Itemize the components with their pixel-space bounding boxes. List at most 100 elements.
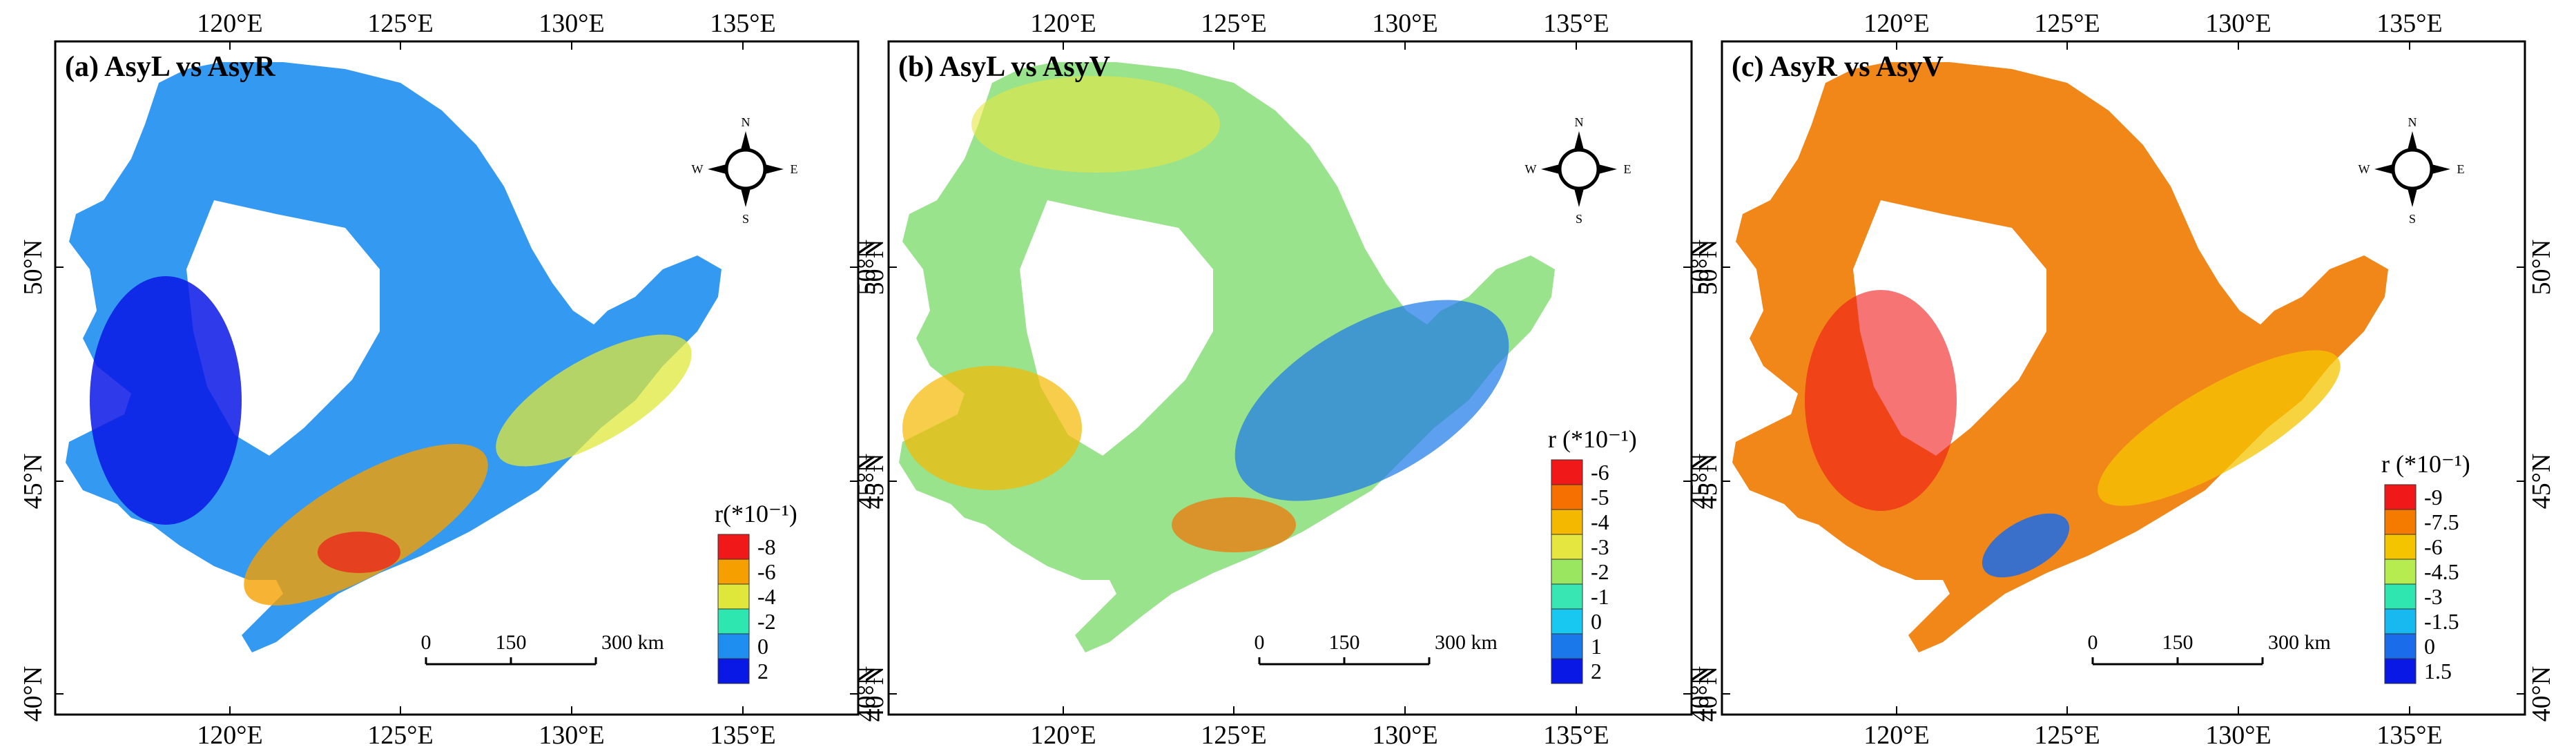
legend-value: 1.5: [2424, 659, 2452, 684]
weak-negative-area: [2098, 350, 2341, 506]
legend-swatch: [2384, 658, 2417, 684]
map-content: [1732, 62, 2388, 652]
lat-label-left: 45°N: [852, 454, 881, 510]
scale-bar-label: 0: [1255, 631, 1265, 654]
strong-negative-area: [1172, 497, 1296, 552]
legend-value: -7.5: [2424, 510, 2459, 534]
scale-bar-label: 150: [1329, 631, 1360, 654]
scale-bar-label: 0: [421, 631, 432, 654]
compass-west-arrow: [708, 164, 726, 174]
legend-swatch: [2384, 534, 2417, 560]
lat-label-left: 40°N: [852, 666, 881, 722]
legend-swatch: [2384, 484, 2417, 510]
legend-swatch: [2384, 583, 2417, 610]
legend-value: -2: [757, 609, 776, 634]
compass-ring: [2391, 148, 2434, 191]
legend-title: r (*10⁻¹): [2381, 450, 2470, 478]
legend-value: -3: [1591, 534, 1609, 559]
legend-swatch: [2384, 633, 2417, 659]
legend: r (*10⁻¹) -9-7.5-6-4.5-3-1.501.5: [2381, 450, 2470, 684]
lon-label-top: 125°E: [367, 9, 433, 38]
lat-label-right: 50°N: [2527, 240, 2556, 295]
weak-negative-area: [496, 334, 692, 467]
lon-label-top: 135°E: [1543, 9, 1609, 38]
compass-icon: N S W E: [692, 115, 798, 226]
compass-label-n: N: [2408, 115, 2417, 129]
compass-ring: [1558, 148, 1600, 191]
legend-title: r (*10⁻¹): [1548, 425, 1637, 453]
legend-value: -6: [1591, 460, 1609, 485]
scale-bar-label: 150: [2162, 631, 2194, 654]
lon-label-bottom: 120°E: [197, 721, 262, 750]
lat-label-right: 50°N: [1694, 240, 1723, 295]
strong-negative-area: [318, 532, 400, 573]
legend-swatch: [2384, 559, 2417, 585]
legend-value: -5: [1591, 485, 1609, 510]
compass-south-arrow: [741, 188, 750, 207]
lat-label-left: 50°N: [19, 240, 48, 295]
legend-swatch: [1551, 608, 1583, 634]
legend-value: -4.5: [2424, 559, 2459, 584]
legend-value: -2: [1591, 559, 1609, 584]
lon-label-bottom: 120°E: [1030, 721, 1096, 750]
lat-label-right: 50°N: [860, 240, 889, 295]
lat-label-left: 50°N: [1685, 240, 1714, 295]
map-panel-2: (b) AsyL vs AsyV 120°E 120°E 125°E 125°E 130°…: [852, 9, 1723, 750]
compass-west-arrow: [1541, 164, 1560, 174]
legend-swatch: [717, 658, 750, 684]
legend-value: -9: [2424, 485, 2443, 510]
compass-south-arrow: [2408, 188, 2417, 207]
negative-area: [244, 444, 488, 605]
legend-swatch: [717, 534, 750, 560]
lon-label-top: 120°E: [197, 9, 262, 38]
scale-bar: 0 150 300 km: [1255, 631, 1498, 666]
strong-positive-area: [90, 276, 242, 525]
lat-label-right: 45°N: [2527, 454, 2556, 510]
scale-bar-label: 150: [496, 631, 527, 654]
legend-swatch: [1551, 534, 1583, 560]
compass-label-n: N: [742, 115, 750, 129]
legend-value: 0: [1591, 609, 1602, 634]
compass-label-s: S: [1576, 212, 1582, 226]
lat-label-right: 40°N: [2527, 666, 2556, 722]
compass-north-arrow: [1574, 131, 1584, 150]
negative-area: [902, 366, 1082, 490]
compass-west-arrow: [2374, 164, 2393, 174]
legend-value: -1: [1591, 584, 1609, 609]
compass-south-arrow: [1574, 188, 1584, 207]
compass-label-s: S: [742, 212, 749, 226]
lon-label-top: 125°E: [2034, 9, 2100, 38]
scale-bar-label: 300 km: [601, 631, 664, 654]
lat-label-left: 40°N: [19, 666, 48, 722]
legend-value: 2: [1591, 659, 1602, 684]
compass-label-e: E: [791, 162, 798, 176]
lat-label-left: 50°N: [852, 240, 881, 295]
lon-label-top: 120°E: [1863, 9, 1929, 38]
map-panel-3: (c) AsyR vs AsyV 120°E 120°E 125°E 125°E 130°…: [1685, 9, 2556, 750]
lon-label-top: 135°E: [710, 9, 775, 38]
lat-label-left: 40°N: [1685, 666, 1714, 722]
compass-north-arrow: [2408, 131, 2417, 150]
compass-east-arrow: [1598, 164, 1617, 174]
compass-icon: N S W E: [2359, 115, 2465, 226]
scale-bar: 0 150 300 km: [421, 631, 664, 666]
legend-value: -1.5: [2424, 609, 2459, 634]
legend-value: 0: [757, 634, 768, 659]
legend-value: -8: [757, 534, 776, 559]
legend-swatch: [1551, 658, 1583, 684]
lon-label-bottom: 125°E: [367, 721, 433, 750]
no-data-area: [1020, 200, 1213, 456]
legend-swatch: [1551, 509, 1583, 535]
lon-label-bottom: 130°E: [539, 721, 604, 750]
scale-bar: 0 150 300 km: [2088, 631, 2331, 666]
legend-swatch: [717, 608, 750, 634]
compass-label-e: E: [2457, 162, 2465, 176]
legend-swatch: [717, 559, 750, 585]
weak-negative-area: [971, 76, 1220, 173]
compass-label-e: E: [1624, 162, 1631, 176]
legend-title: r(*10⁻¹): [715, 500, 797, 527]
map-content: [899, 62, 1555, 652]
scale-bar-label: 300 km: [2268, 631, 2331, 654]
legend-swatch: [1551, 459, 1583, 485]
